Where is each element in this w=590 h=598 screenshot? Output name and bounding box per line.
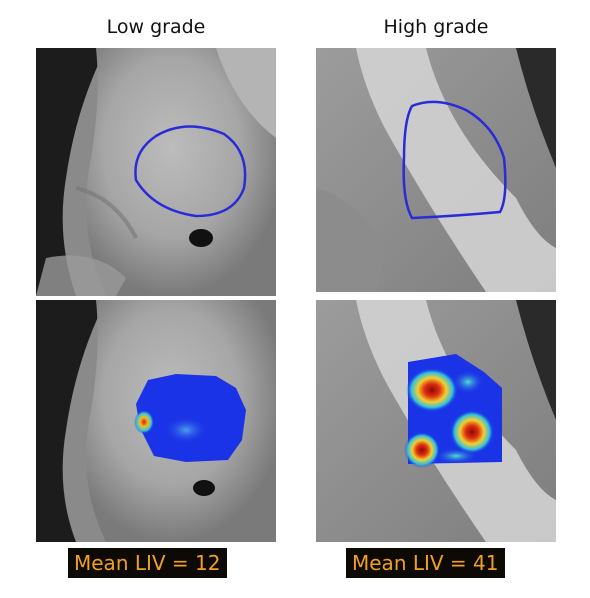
low-grade-title: Low grade [106, 16, 206, 38]
high-grade-mean-liv-label: Mean LIV = 41 [346, 548, 505, 578]
low-grade-liv-map-image [36, 300, 276, 542]
roi-outline [134, 125, 247, 218]
high-grade-liv-map-image [316, 300, 556, 542]
high-grade-title: High grade [383, 16, 489, 38]
low-grade-mri-roi-image [36, 48, 276, 296]
high-grade-mri-roi-image [316, 48, 556, 292]
roi-outline [402, 100, 507, 220]
low-grade-mean-liv-label: Mean LIV = 12 [68, 548, 227, 578]
